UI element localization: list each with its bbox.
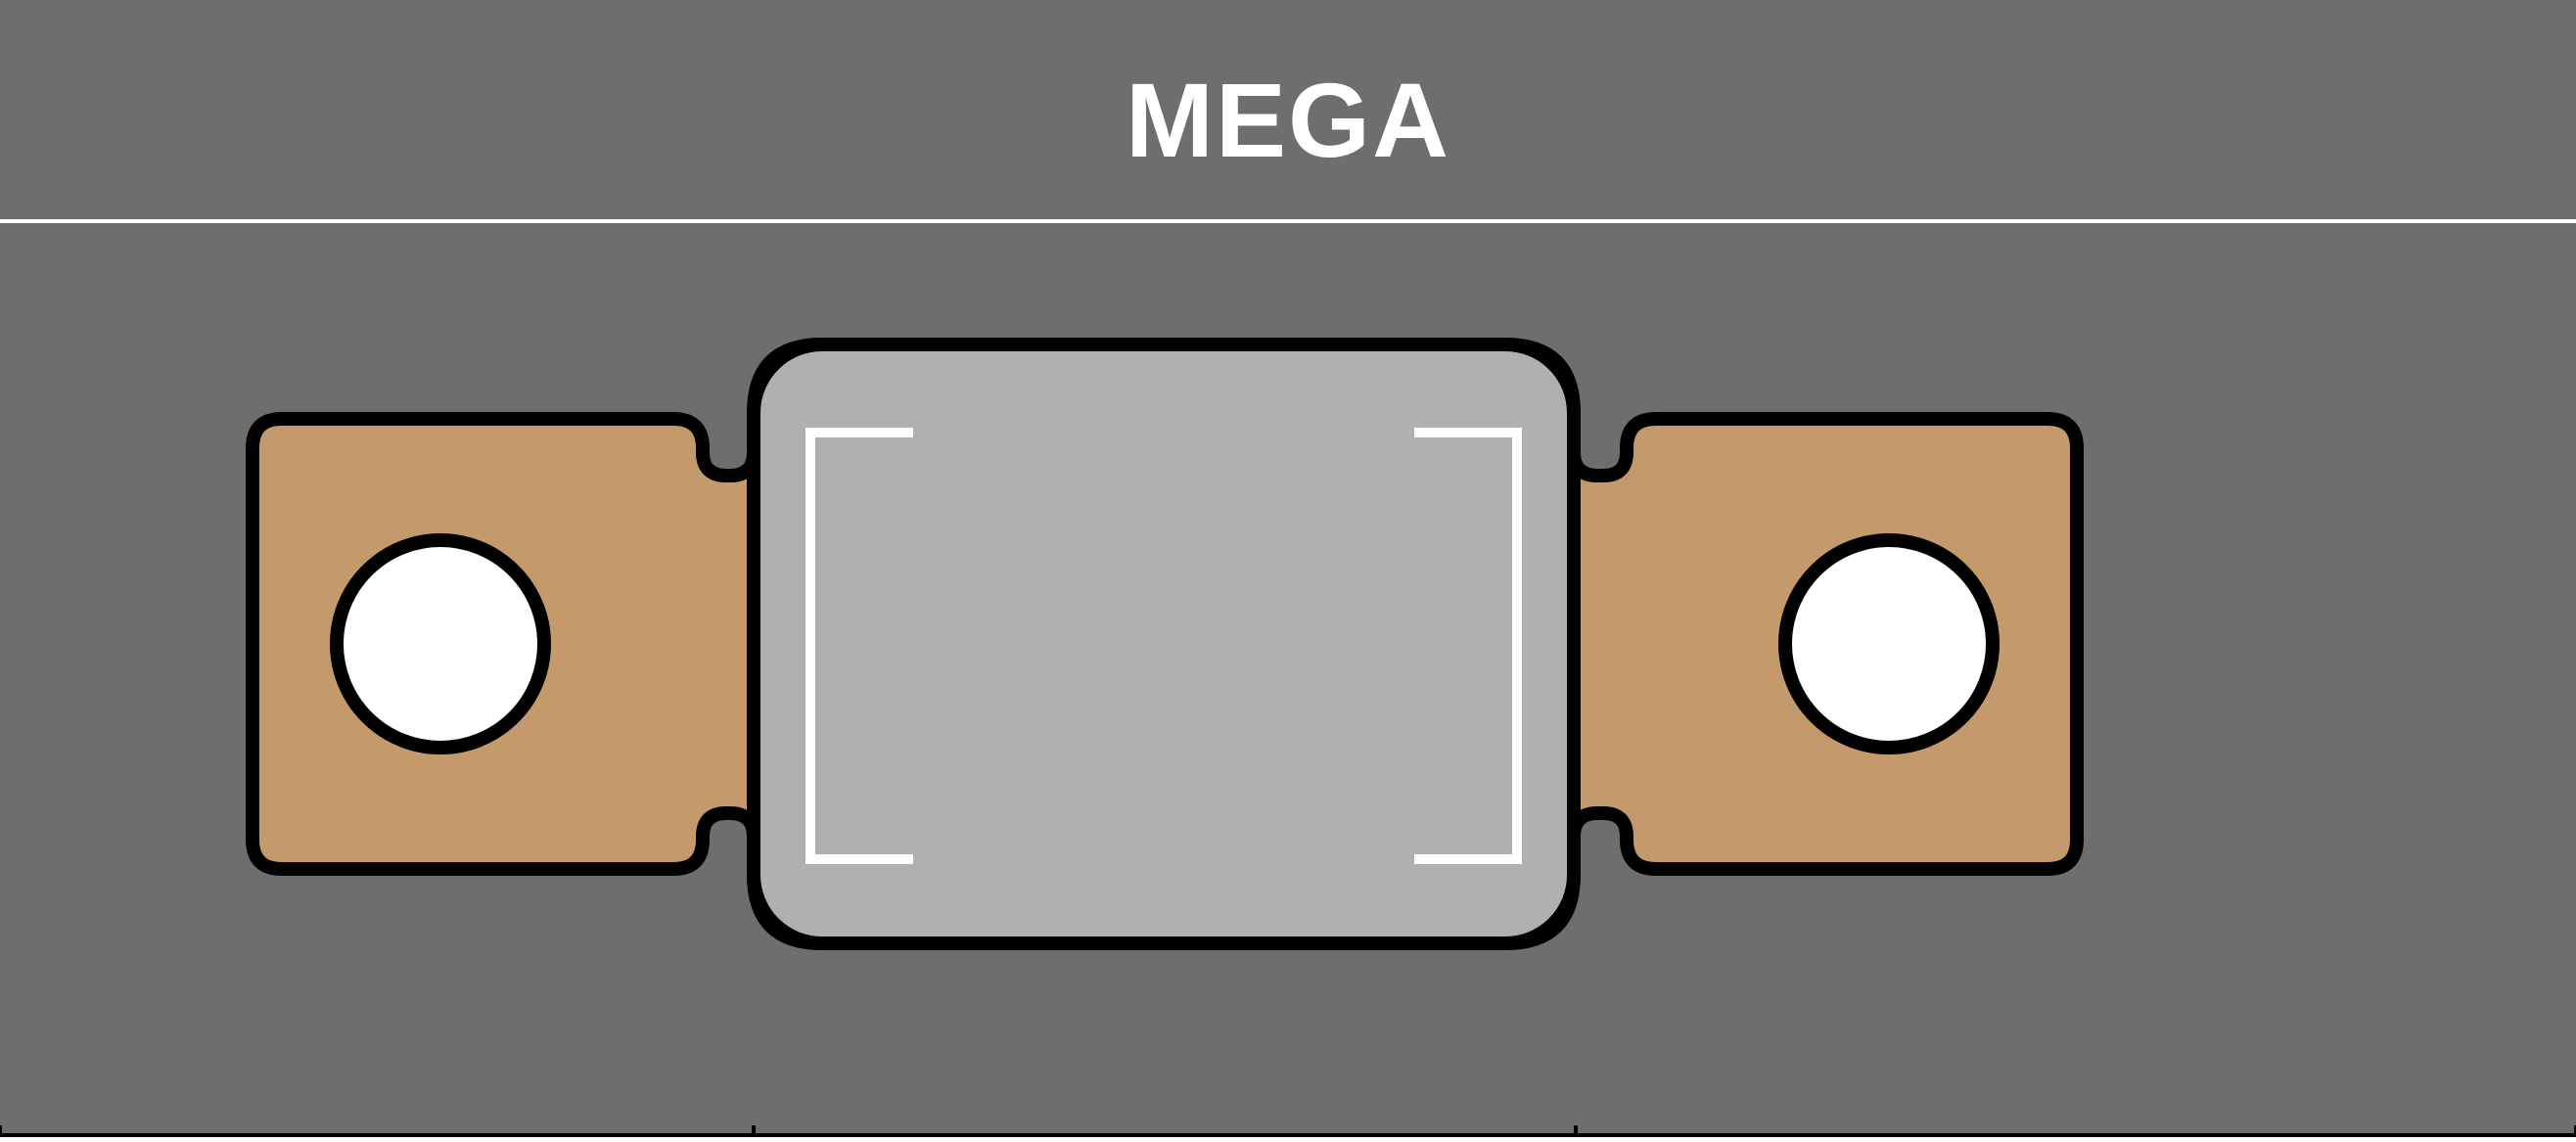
diagram-canvas: MEGA [0, 0, 2576, 1137]
diagram-title: MEGA [1126, 59, 1450, 181]
